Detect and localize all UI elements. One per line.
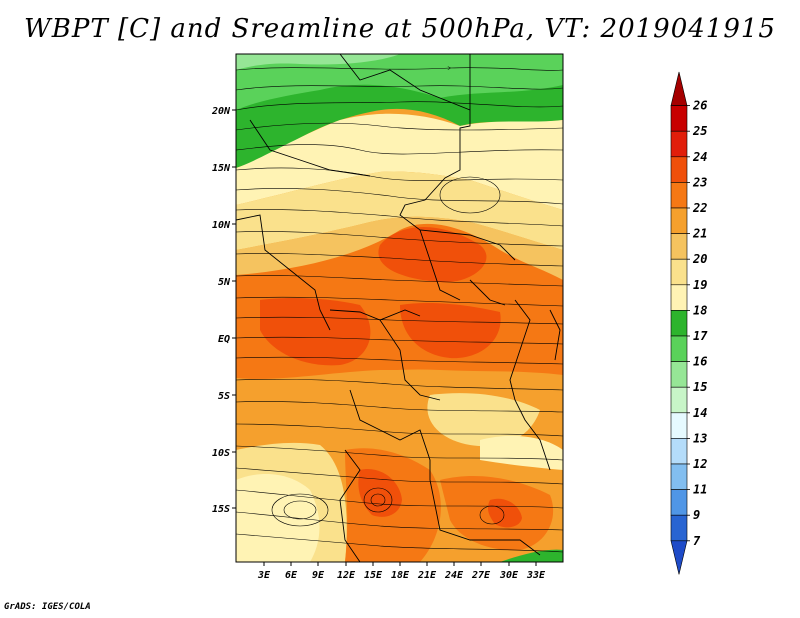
colorbar-label: 22 — [692, 201, 707, 215]
colorbar-swatch — [670, 233, 688, 260]
lat-label-eq: EQ — [218, 334, 230, 345]
colorbar-label: 25 — [692, 124, 707, 138]
lon-label-33e: 33E — [526, 570, 546, 581]
lat-label-15s: 15S — [212, 504, 230, 515]
lat-label-5n: 5N — [218, 277, 231, 288]
colorbar-swatch — [670, 310, 688, 337]
colorbar-label: 24 — [692, 150, 707, 164]
colorbar-swatch — [670, 540, 688, 575]
lon-label-3e: 3E — [257, 570, 271, 581]
lon-label-12e: 12E — [337, 570, 356, 581]
colorbar-swatch — [670, 463, 688, 490]
colorbar-label: 7 — [693, 534, 701, 548]
lon-label-27e: 27E — [471, 570, 491, 581]
colorbar-label: 13 — [693, 431, 707, 445]
colorbar-swatch — [670, 71, 688, 106]
colorbar-swatch — [670, 156, 688, 183]
colorbar-label: 20 — [692, 252, 707, 266]
country-boundaries — [236, 54, 561, 562]
colorbar-swatch — [670, 335, 688, 362]
colorbar-swatch — [670, 438, 688, 465]
lon-label-21e: 21E — [417, 570, 437, 581]
streamlines — [236, 68, 563, 553]
wbpt-field — [236, 54, 563, 562]
lat-label-5s: 5S — [218, 391, 230, 402]
colorbar-swatch — [670, 207, 688, 234]
colorbar-swatch — [670, 182, 688, 209]
colorbar-swatch — [670, 130, 688, 158]
lat-label-15n: 15N — [212, 163, 231, 174]
credit-text: GrADS: IGES/COLA — [4, 602, 91, 612]
lon-label-18e: 18E — [391, 570, 410, 581]
colorbar-label: 12 — [693, 457, 707, 471]
colorbar-label: 21 — [692, 227, 707, 241]
colorbar-label: 11 — [693, 483, 707, 497]
lon-label-15e: 15E — [364, 570, 383, 581]
colorbar-label: 18 — [693, 303, 707, 317]
lon-label-9e: 9E — [312, 570, 325, 581]
colorbar-label: 19 — [693, 278, 707, 292]
colorbar-swatch — [670, 258, 688, 286]
lat-label-10n: 10N — [212, 220, 231, 231]
colorbar-label: 9 — [693, 508, 700, 522]
colorbar-label: 14 — [693, 406, 707, 420]
lat-label-20n: 20N — [211, 106, 231, 117]
lon-label-30e: 30E — [499, 570, 519, 581]
colorbar-swatch — [670, 105, 688, 132]
lon-ticks — [263, 562, 537, 566]
lon-label-6e: 6E — [285, 570, 298, 581]
lat-ticks — [232, 109, 236, 509]
colorbar-label: 26 — [692, 99, 707, 113]
colorbar-swatch — [670, 386, 688, 414]
colorbar-label: 16 — [693, 355, 707, 369]
colorbar-swatch — [670, 284, 688, 311]
colorbar-swatch — [670, 489, 688, 516]
colorbar: 26 25 24 23 22 21 20 19 18 17 16 15 14 13 12 11 9 7 — [670, 71, 708, 575]
colorbar-swatch — [670, 514, 688, 542]
colorbar-swatch — [670, 412, 688, 439]
lon-label-24e: 24E — [444, 570, 464, 581]
colorbar-label: 23 — [692, 175, 707, 189]
lat-label-10s: 10S — [212, 448, 230, 459]
colorbar-label: 15 — [693, 380, 707, 394]
colorbar-swatch — [670, 361, 688, 388]
colorbar-label: 17 — [693, 329, 708, 343]
chart-title: WBPT [C] and Sreamline at 500hPa, VT: 20… — [24, 14, 776, 44]
